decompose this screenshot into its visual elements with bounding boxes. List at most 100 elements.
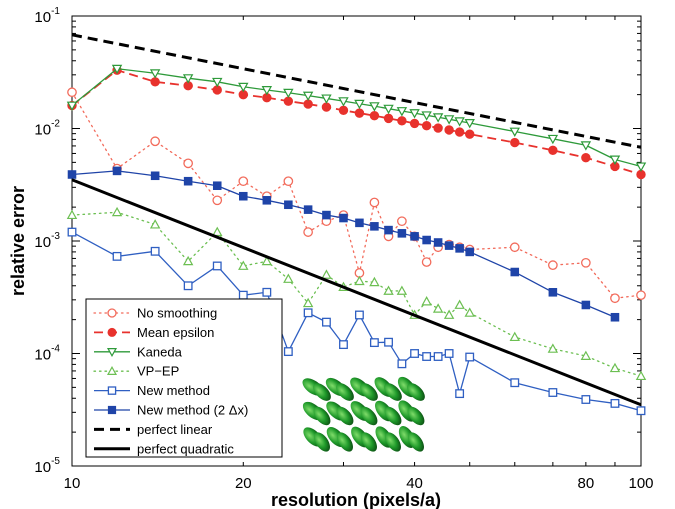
data-point — [303, 227, 313, 237]
data-point — [443, 115, 455, 125]
data-point — [454, 299, 465, 309]
data-point — [369, 276, 380, 287]
legend-label: New method (2 Δx) — [137, 403, 248, 418]
data-point — [212, 77, 223, 88]
data-point — [303, 205, 313, 214]
tick-labels: 10 20 40 80 100 10-1 10-2 10-3 10-4 10-5 — [34, 6, 653, 492]
data-point — [397, 359, 407, 369]
data-point — [443, 309, 455, 319]
data-point — [261, 255, 273, 266]
data-point — [444, 349, 454, 358]
data-point — [149, 69, 161, 79]
data-point — [183, 176, 193, 186]
data-point — [433, 238, 443, 247]
data-point — [397, 229, 407, 238]
data-point — [182, 74, 194, 84]
series-7 — [71, 33, 642, 149]
data-point — [67, 170, 77, 179]
green-ellipse — [407, 383, 425, 401]
data-point — [369, 338, 379, 348]
data-point — [150, 246, 160, 256]
data-point — [150, 171, 160, 181]
data-point — [454, 127, 465, 137]
green-ellipse — [336, 383, 354, 401]
data-point — [421, 257, 432, 267]
data-point — [465, 129, 475, 139]
green-ellipse — [408, 432, 424, 452]
data-point — [421, 120, 432, 131]
data-point — [509, 242, 520, 253]
y-tick-label: 10-5 — [34, 456, 60, 476]
green-ellipse — [385, 432, 401, 452]
series-line — [71, 68, 642, 168]
green-ellipse — [360, 406, 378, 426]
series-line — [71, 69, 642, 176]
data-point — [321, 102, 332, 112]
data-point — [433, 123, 443, 133]
data-point — [548, 288, 558, 297]
series-line — [71, 33, 642, 149]
data-point — [610, 293, 620, 304]
data-point — [410, 232, 419, 241]
data-point — [67, 227, 77, 237]
data-point — [422, 235, 431, 245]
series-6 — [67, 166, 620, 322]
data-point — [322, 317, 331, 327]
data-point — [384, 337, 393, 347]
data-point — [321, 94, 332, 104]
series-line — [71, 178, 642, 407]
data-point — [322, 210, 331, 220]
green-ellipse — [360, 383, 378, 401]
x-tick-label: 20 — [235, 475, 252, 492]
legend-label: perfect linear — [137, 422, 213, 437]
data-point — [454, 117, 465, 127]
data-point — [610, 312, 620, 322]
data-point — [150, 77, 160, 87]
legend-label: New method — [137, 383, 210, 398]
data-point — [112, 166, 122, 176]
data-point — [444, 125, 454, 135]
data-point — [455, 244, 464, 253]
data-point — [580, 141, 592, 151]
data-point — [609, 155, 621, 165]
data-point — [303, 308, 313, 318]
data-point — [370, 222, 379, 231]
green-ellipse — [313, 383, 331, 401]
data-point — [396, 285, 408, 295]
data-point — [354, 108, 365, 118]
data-point — [581, 395, 591, 404]
data-point — [421, 296, 432, 306]
legend-marker — [106, 348, 118, 358]
data-point — [581, 257, 591, 268]
data-point — [465, 352, 475, 362]
data-point — [369, 197, 380, 208]
data-point — [444, 241, 454, 250]
data-point — [383, 104, 394, 115]
data-point — [339, 340, 348, 350]
data-point — [338, 97, 349, 107]
y-tick-label: 10-4 — [34, 344, 60, 364]
data-point — [238, 176, 249, 187]
data-point — [383, 113, 394, 124]
legend-label: VP−EP — [137, 364, 179, 379]
data-point — [284, 200, 293, 210]
data-point — [111, 206, 123, 217]
data-point — [212, 195, 223, 206]
data-point — [396, 107, 408, 117]
data-point — [212, 261, 222, 271]
data-point — [212, 181, 222, 191]
legend-label: Kaneda — [137, 344, 183, 359]
legend: No smoothing Mean epsilon Kaneda VP−EP New m… — [85, 298, 283, 458]
data-point — [547, 343, 559, 353]
data-point — [510, 267, 520, 277]
x-tick-label: 40 — [406, 475, 423, 492]
legend-marker — [107, 405, 117, 415]
data-point — [384, 225, 393, 235]
series-8 — [71, 178, 642, 407]
green-ellipse — [407, 406, 425, 426]
data-point — [283, 273, 294, 283]
data-point — [383, 285, 394, 295]
data-point — [409, 109, 420, 119]
data-point — [409, 118, 420, 129]
